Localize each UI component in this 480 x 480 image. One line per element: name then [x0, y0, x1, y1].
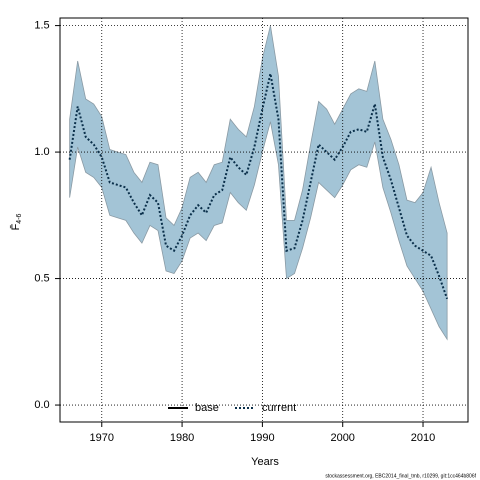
plot-frame — [59, 17, 469, 423]
legend-label: base — [195, 402, 219, 414]
y-tick-label: 0.0 — [34, 399, 49, 411]
confidence-band — [69, 25, 448, 341]
x-tick-label: 1970 — [90, 432, 114, 444]
x-tick-label: 1980 — [170, 432, 194, 444]
y-axis-label: F̄4-6 — [9, 213, 23, 230]
x-tick-label: 1990 — [250, 432, 274, 444]
series-line — [68, 73, 449, 300]
y-tick-label: 0.5 — [34, 272, 49, 284]
legend-label: current — [262, 402, 296, 414]
x-tick-label: 2000 — [330, 432, 354, 444]
y-axis-label-main: F̄ — [9, 223, 22, 230]
y-axis-label-sub: 4-6 — [16, 213, 23, 223]
x-tick-label: 2010 — [411, 432, 435, 444]
footer: stockassessment.org, EBC2014_final_tmb, … — [325, 473, 476, 479]
x-axis-label: Years — [251, 456, 279, 468]
y-tick-label: 1.5 — [34, 19, 49, 31]
y-tick-label: 1.0 — [34, 146, 49, 158]
